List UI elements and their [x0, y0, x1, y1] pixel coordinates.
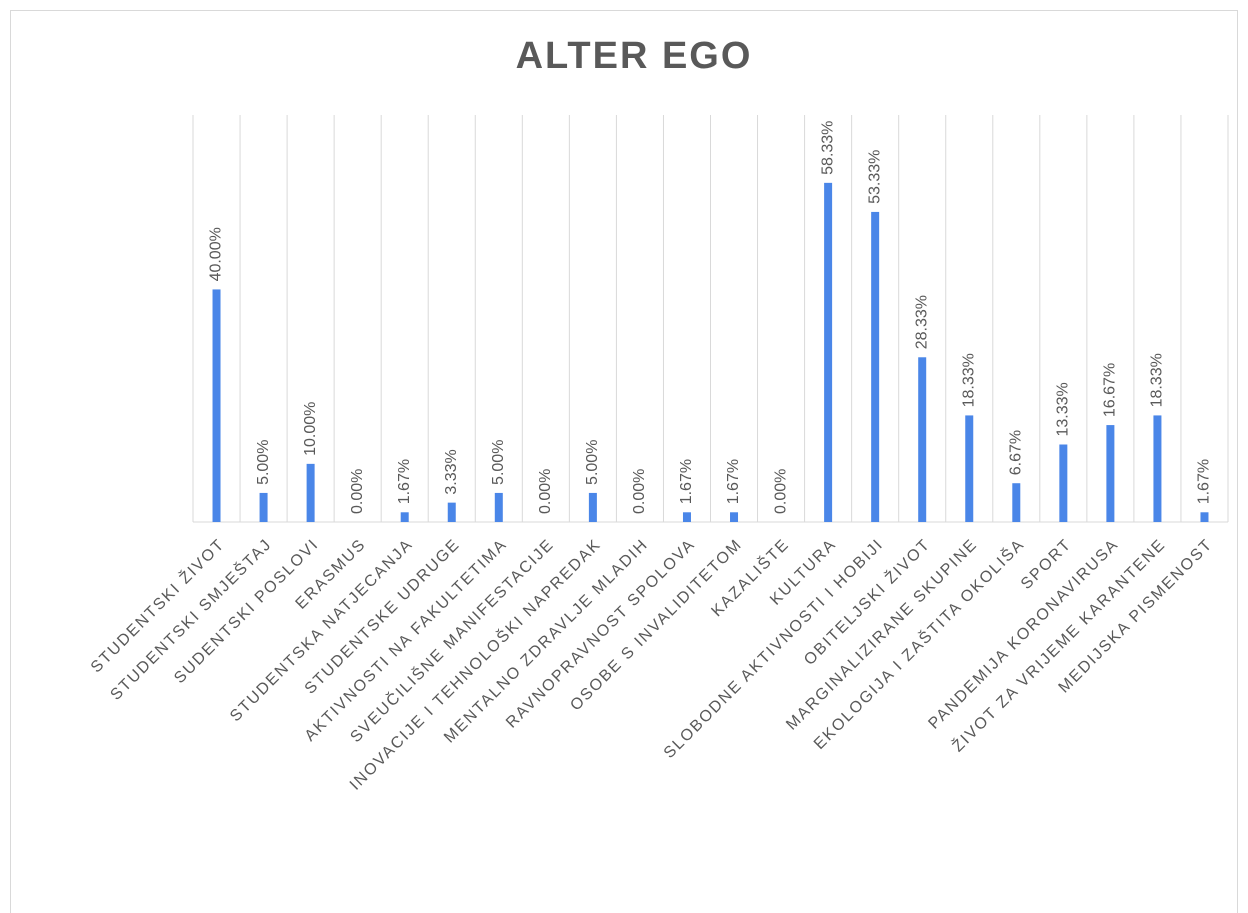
data-label: 28.33% [913, 295, 930, 349]
data-label: 58.33% [819, 121, 836, 175]
data-label: 5.00% [584, 440, 601, 485]
data-label: 5.00% [255, 440, 272, 485]
chart-frame [10, 10, 1238, 913]
data-label: 18.33% [1149, 353, 1166, 407]
data-label: 40.00% [208, 227, 225, 281]
data-label: 18.33% [960, 353, 977, 407]
bar [871, 211, 880, 523]
bar [259, 492, 268, 522]
bar [965, 415, 974, 522]
bar [1106, 425, 1115, 522]
bar [824, 182, 833, 522]
chart-title: ALTER EGO [516, 35, 753, 77]
data-label: 16.67% [1102, 363, 1119, 417]
data-label: 10.00% [302, 402, 319, 456]
bar [1012, 483, 1021, 522]
bar [918, 357, 927, 522]
data-label: 1.67% [396, 459, 413, 504]
data-label: 0.00% [772, 469, 789, 514]
data-label: 6.67% [1008, 430, 1025, 475]
bar [588, 492, 597, 522]
bar [306, 463, 315, 522]
bar [1153, 415, 1162, 522]
bar [400, 512, 409, 522]
data-label: 1.67% [725, 459, 742, 504]
bar [494, 492, 503, 522]
bar [730, 512, 739, 522]
data-label: 3.33% [443, 449, 460, 494]
data-label: 1.67% [1196, 459, 1213, 504]
bar [212, 289, 221, 522]
data-label: 1.67% [678, 459, 695, 504]
bar [1059, 444, 1068, 522]
data-label: 5.00% [490, 440, 507, 485]
bar [1200, 512, 1209, 522]
data-label: 0.00% [537, 469, 554, 514]
bar [447, 502, 456, 522]
data-label: 0.00% [631, 469, 648, 514]
bar [682, 512, 691, 522]
data-label: 13.33% [1055, 382, 1072, 436]
data-label: 53.33% [866, 150, 883, 204]
data-label: 0.00% [349, 469, 366, 514]
